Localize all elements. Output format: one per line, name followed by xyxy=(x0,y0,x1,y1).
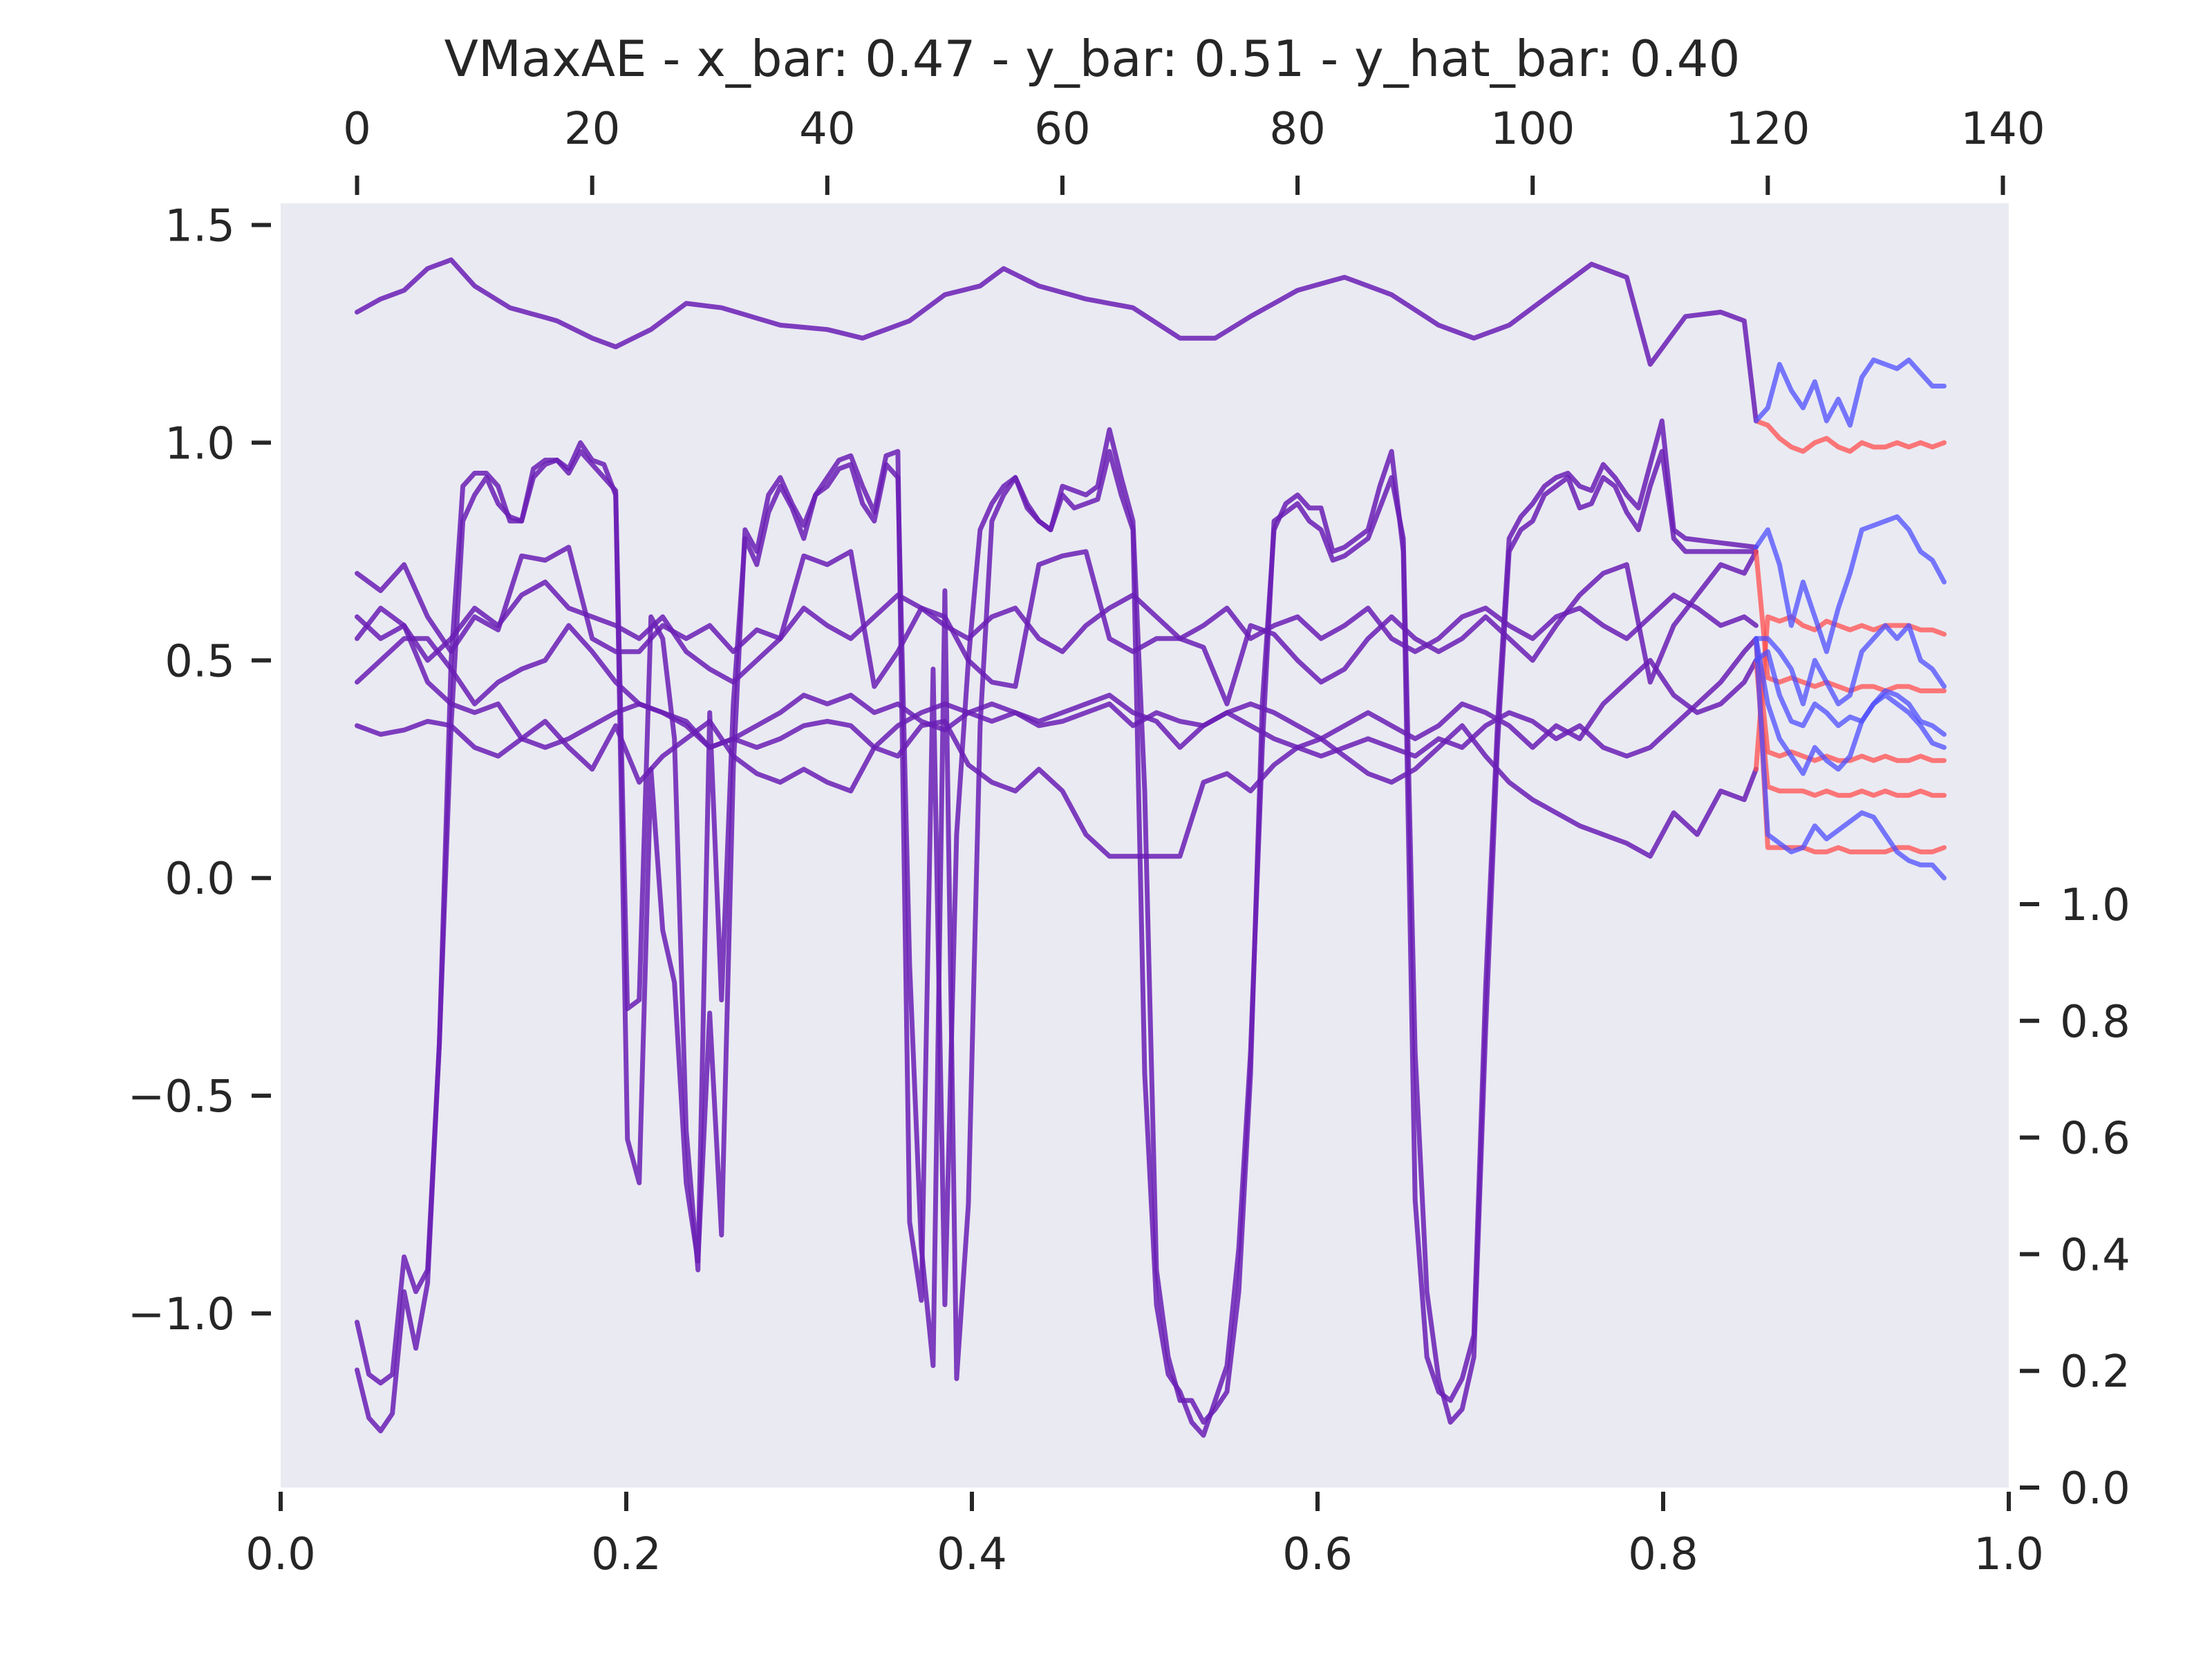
top-x-tick-label: 0 xyxy=(343,104,371,155)
history-series-line xyxy=(355,440,1759,1438)
top-x-tick-label: 20 xyxy=(564,104,620,155)
right-y-tick-label: 0.0 xyxy=(2060,1463,2130,1515)
prediction-series-line xyxy=(1753,514,1947,655)
history-series-line xyxy=(355,545,1759,706)
top-x-axis: 0 20 40 60 80 100 120 140 xyxy=(343,104,2045,195)
prediction-series-line xyxy=(1753,636,1947,776)
prediction-series-line xyxy=(1753,357,1947,428)
top-x-tick-label: 40 xyxy=(799,104,855,155)
history-series-line xyxy=(355,636,1759,759)
top-x-tick-label: 60 xyxy=(1034,104,1090,155)
right-y-tick-label: 0.8 xyxy=(2060,997,2130,1048)
bottom-x-tick-label: 0.4 xyxy=(937,1529,1007,1580)
bottom-x-tick-label: 0.8 xyxy=(1628,1529,1698,1580)
left-y-tick-label: 1.5 xyxy=(165,200,235,252)
target-series-line xyxy=(1753,657,1947,798)
prediction-series-line xyxy=(1753,636,1947,881)
series-layer xyxy=(355,257,1947,1438)
top-x-tick-label: 120 xyxy=(1725,104,1810,155)
right-y-tick-label: 0.6 xyxy=(2060,1114,2130,1165)
right-y-tick-label: 0.2 xyxy=(2060,1347,2130,1398)
bottom-x-axis: 0.0 0.2 0.4 0.6 0.8 1.0 xyxy=(245,1492,2044,1580)
history-series-line xyxy=(355,623,1759,750)
prediction-series-line xyxy=(1753,649,1947,737)
history-series-line xyxy=(355,257,1759,424)
bottom-x-tick-label: 0.6 xyxy=(1282,1529,1353,1580)
left-y-tick-label: −0.5 xyxy=(128,1071,235,1123)
prediction-series-line xyxy=(1753,623,1947,706)
bottom-x-tick-label: 0.2 xyxy=(591,1529,662,1580)
bottom-x-tick-label: 0.0 xyxy=(245,1529,316,1580)
top-x-tick-label: 100 xyxy=(1490,104,1575,155)
bottom-x-tick-label: 1.0 xyxy=(1974,1529,2044,1580)
left-y-tick-label: 0.0 xyxy=(165,854,235,905)
history-series-line xyxy=(355,614,1759,859)
target-series-line xyxy=(1753,614,1947,772)
left-y-tick-label: 1.0 xyxy=(165,418,235,469)
top-x-tick-label: 80 xyxy=(1269,104,1325,155)
history-series-line xyxy=(355,579,1759,685)
top-x-tick-label: 140 xyxy=(1960,104,2045,155)
chart-title: VMaxAE - x_bar: 0.47 - y_bar: 0.51 - y_h… xyxy=(444,30,1741,88)
right-y-tick-label: 1.0 xyxy=(2060,880,2130,931)
left-y-tick-label: 0.5 xyxy=(165,636,235,687)
right-y-axis: 0.0 0.2 0.4 0.6 0.8 1.0 xyxy=(2020,880,2130,1515)
left-y-tick-label: −1.0 xyxy=(128,1289,235,1340)
target-series-line xyxy=(1753,418,1947,454)
right-y-tick-label: 0.4 xyxy=(2060,1230,2130,1281)
left-y-axis: −1.0 −0.5 0.0 0.5 1.0 1.5 xyxy=(128,200,271,1340)
